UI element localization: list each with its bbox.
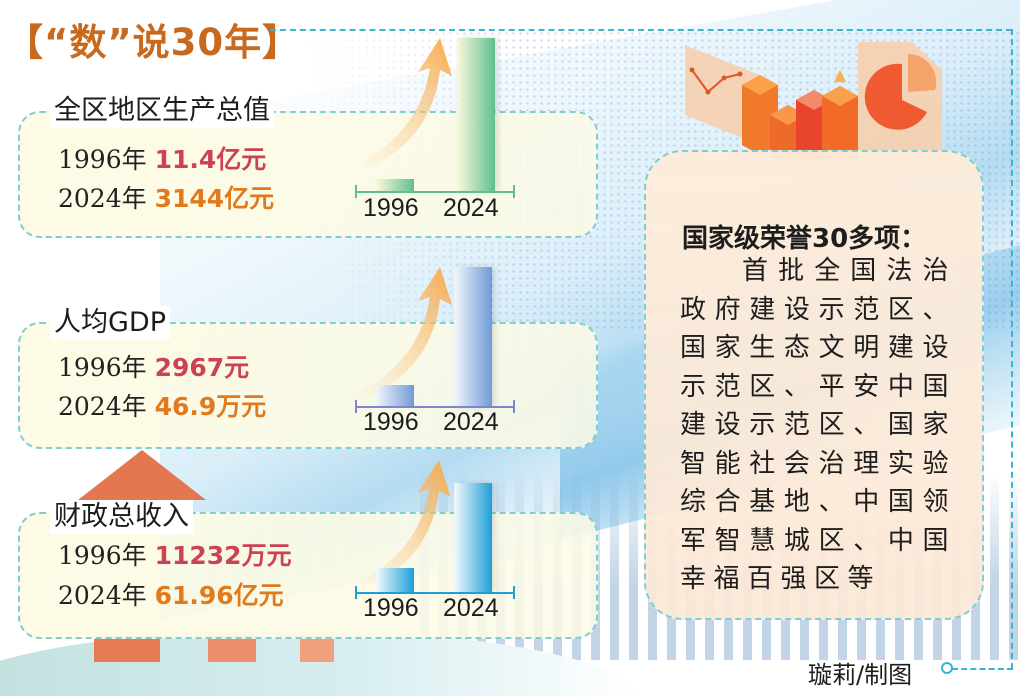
bar-2024	[454, 267, 492, 407]
axis-tick	[355, 400, 357, 413]
decorative-arrow-shaft	[94, 636, 160, 662]
x-tick-label: 2024	[443, 594, 499, 622]
growth-arrow-icon	[352, 38, 452, 174]
bar-chart-gdp-per-capita: 1996 2024	[352, 222, 518, 462]
axis-tick	[355, 185, 357, 198]
axis-tick	[513, 185, 515, 198]
frame-border-top	[270, 29, 1012, 31]
stat-value: 2967元	[154, 353, 250, 382]
year-label: 2024	[58, 184, 122, 213]
decorative-arrow-shaft	[300, 636, 334, 662]
panel-label: 人均GDP	[50, 306, 170, 340]
stat-value: 61.96亿元	[154, 581, 284, 610]
growth-arrow-icon	[352, 267, 452, 403]
stat-row-1996: 1996年 2967元	[58, 352, 249, 384]
year-label: 1996	[58, 353, 122, 382]
year-label: 1996	[58, 145, 122, 174]
year-label: 2024	[58, 392, 122, 421]
x-tick-label: 1996	[363, 408, 419, 436]
x-tick-label: 1996	[363, 594, 419, 622]
stat-value: 11.4亿元	[154, 145, 267, 174]
bar-1996	[376, 568, 414, 592]
stat-row-2024: 2024年 3144亿元	[58, 183, 274, 215]
year-suffix: 年	[121, 184, 147, 213]
frame-border-bottom	[952, 668, 1013, 670]
axis-tick	[513, 400, 515, 413]
x-tick-label: 2024	[443, 194, 499, 222]
honors-title: 国家级荣誉30多项：	[682, 224, 927, 254]
year-label: 1996	[58, 541, 122, 570]
stat-row-1996: 1996年 11232万元	[58, 540, 292, 572]
year-label: 2024	[58, 581, 122, 610]
x-axis	[355, 191, 515, 193]
stat-row-2024: 2024年 61.96亿元	[58, 580, 284, 612]
year-suffix: 年	[121, 145, 147, 174]
decorative-up-arrow-icon	[78, 450, 206, 500]
decorative-arrow-shaft	[208, 636, 256, 662]
bar-2024	[457, 38, 495, 191]
stat-value: 11232万元	[154, 541, 292, 570]
bar-1996	[376, 385, 414, 407]
honors-body: 首批全国法治政府建设示范区、国家生态文明建设示范区、平安中国建设示范区、国家智能…	[680, 256, 956, 594]
stat-row-1996: 1996年 11.4亿元	[58, 144, 266, 176]
credit-text: 璇莉/制图	[808, 661, 913, 689]
x-tick-label: 2024	[443, 408, 499, 436]
frame-border-right	[1011, 29, 1013, 669]
stat-panel-gdp	[18, 111, 598, 238]
bar-chart-gdp: 1996 2024	[352, 8, 518, 248]
honors-panel: 国家级荣誉30多项： 首批全国法治政府建设示范区、国家生态文明建设示范区、平安中…	[644, 150, 984, 620]
stat-value: 46.9万元	[154, 392, 267, 421]
year-suffix: 年	[121, 581, 147, 610]
chart-illustration-icon	[685, 42, 942, 160]
panel-label: 全区地区生产总值	[50, 94, 274, 128]
axis-tick	[513, 586, 515, 599]
x-tick-label: 1996	[363, 194, 419, 222]
growth-arrow-icon	[353, 460, 451, 592]
bar-1996	[376, 179, 414, 191]
stat-panel-gdp-per-capita	[18, 322, 598, 449]
year-suffix: 年	[121, 353, 147, 382]
frame-end-dot-icon	[941, 662, 953, 674]
axis-tick	[355, 586, 357, 599]
bar-chart-fiscal-revenue: 1996 2024	[352, 410, 518, 650]
x-axis	[355, 406, 515, 408]
stat-row-2024: 2024年 46.9万元	[58, 391, 266, 423]
year-suffix: 年	[121, 392, 147, 421]
stat-value: 3144亿元	[154, 184, 275, 213]
x-axis	[355, 592, 515, 594]
bar-2024	[454, 483, 492, 592]
panel-label: 财政总收入	[50, 500, 193, 534]
page-title: 【“数”说30年】	[6, 21, 301, 64]
year-suffix: 年	[121, 541, 147, 570]
